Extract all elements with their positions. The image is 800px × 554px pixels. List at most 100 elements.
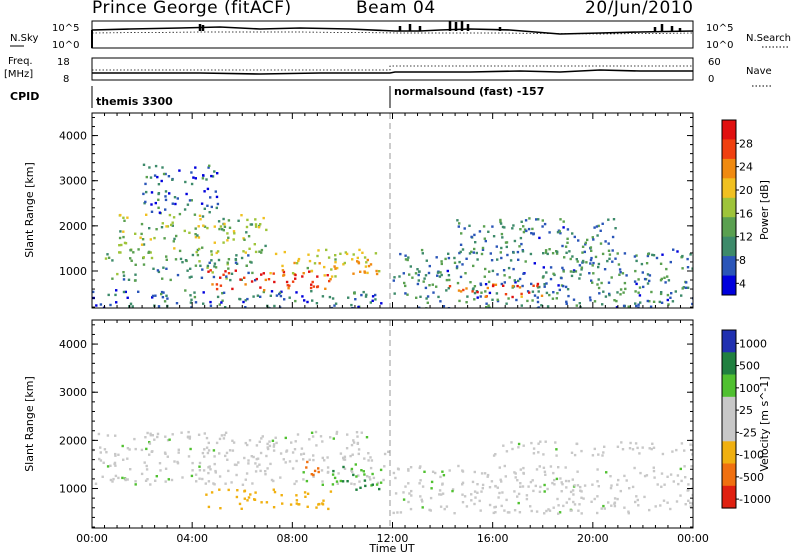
echo-cell [516,479,519,482]
echo-cell [680,442,684,445]
echo-cell [147,250,151,254]
echo-cell [316,275,319,278]
echo-cell [224,270,227,273]
echo-cell [198,247,201,251]
echo-cell [423,470,426,473]
echo-cell [334,275,337,278]
echo-cell [633,466,636,470]
echo-cell [187,430,190,434]
echo-cell [689,501,692,505]
echo-cell [619,293,622,296]
echo-cell [191,469,194,472]
echo-cell [427,271,431,275]
echo-cell [175,302,179,305]
echo-cell [597,224,600,228]
echo-cell [418,270,421,273]
echo-cell [209,468,212,471]
echo-cell [222,229,225,232]
echo-cell [627,510,630,513]
echo-cell [473,502,476,506]
echo-cell [676,250,679,253]
echo-cell [148,227,151,230]
echo-cell [605,471,608,474]
echo-cell [601,252,605,256]
echo-cell [172,240,175,243]
echo-cell [430,487,433,490]
echo-cell [548,248,551,251]
echo-cell [649,305,653,308]
echo-cell [109,464,112,467]
colorbar-tick-label: 25 [739,404,753,417]
echo-cell [203,432,206,435]
echo-cell [357,452,360,456]
echo-cell [437,295,440,299]
echo-cell [329,278,332,281]
echo-cell [306,505,309,508]
echo-cell [237,219,240,222]
echo-cell [102,461,105,464]
echo-cell [419,465,422,468]
echo-cell [150,191,154,194]
colorbar-swatch [722,374,736,398]
echo-cell [590,279,593,282]
echo-cell [310,269,314,273]
echo-cell [560,276,563,280]
echo-cell [417,279,420,282]
echo-cell [274,436,277,439]
echo-cell [428,264,431,268]
echo-cell [227,219,231,222]
nsky-tick-bottom: 10^0 [52,40,79,51]
echo-cell [600,281,603,285]
echo-cell [240,256,244,260]
echo-cell [408,492,411,495]
echo-cell [244,306,247,308]
echo-cell [576,260,579,263]
echo-cell [176,197,179,200]
echo-cell [597,286,601,290]
echo-cell [517,279,520,283]
echo-cell [523,228,527,231]
echo-cell [597,265,600,269]
echo-cell [476,296,479,299]
echo-cell [516,250,520,254]
echo-cell [203,190,206,193]
echo-cell [256,294,260,297]
echo-cell [149,238,152,241]
echo-cell [308,438,311,441]
echo-cell [499,251,502,254]
echo-cell [172,216,176,219]
echo-cell [576,470,579,473]
echo-cell [607,501,610,504]
echo-cell [559,477,562,480]
echo-cell [528,291,531,294]
echo-cell [272,506,276,509]
echo-cell [442,305,446,308]
colorbar-swatch [722,178,736,199]
echo-cell [429,496,433,500]
echo-cell [244,251,247,254]
echo-cell [526,299,529,303]
echo-cell [250,280,254,283]
echo-cell [597,485,600,488]
echo-cell [311,299,314,302]
echo-cell [165,258,168,261]
echo-cell [517,446,520,449]
echo-cell [216,250,220,253]
echo-cell [166,225,170,228]
echo-cell [358,480,361,483]
echo-cell [156,269,160,272]
echo-cell [492,235,496,238]
echo-cell [295,494,298,497]
echo-cell [461,263,464,266]
echo-cell [266,467,269,470]
echo-cell [117,453,120,456]
echo-cell [234,269,237,272]
echo-cell [534,484,537,488]
echo-cell [662,499,666,502]
echo-cell [445,505,449,508]
echo-cell [637,504,640,507]
echo-cell [613,299,616,302]
echo-cell [669,296,672,299]
echo-cell [604,295,608,298]
echo-cell [213,241,216,244]
